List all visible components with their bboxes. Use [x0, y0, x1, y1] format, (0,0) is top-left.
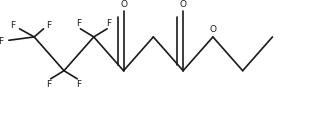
Text: O: O: [180, 0, 187, 9]
Text: F: F: [76, 19, 81, 28]
Text: F: F: [10, 21, 15, 30]
Text: F: F: [76, 80, 81, 89]
Text: F: F: [106, 19, 111, 28]
Text: O: O: [209, 25, 216, 34]
Text: F: F: [47, 21, 52, 30]
Text: F: F: [0, 37, 4, 46]
Text: O: O: [120, 0, 127, 9]
Text: F: F: [46, 80, 52, 89]
